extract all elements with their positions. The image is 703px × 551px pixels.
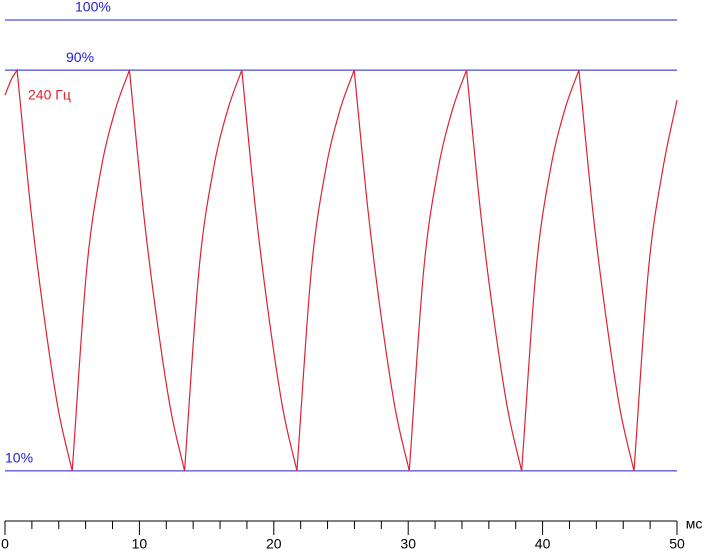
legend-label: 240 Гц [28,87,71,103]
x-axis-unit: мс [686,516,703,532]
x-tick-label: 40 [535,536,551,551]
y-tick-label: 10% [5,450,33,466]
y-tick-label: 90% [66,49,94,65]
y-tick-label: 100% [75,0,111,15]
x-tick-label: 50 [669,536,685,551]
x-tick-label: 10 [132,536,148,551]
x-tick-label: 30 [400,536,416,551]
line-series [4,68,678,472]
x-tick-label: 20 [266,536,282,551]
x-tick-label: 0 [1,536,9,551]
